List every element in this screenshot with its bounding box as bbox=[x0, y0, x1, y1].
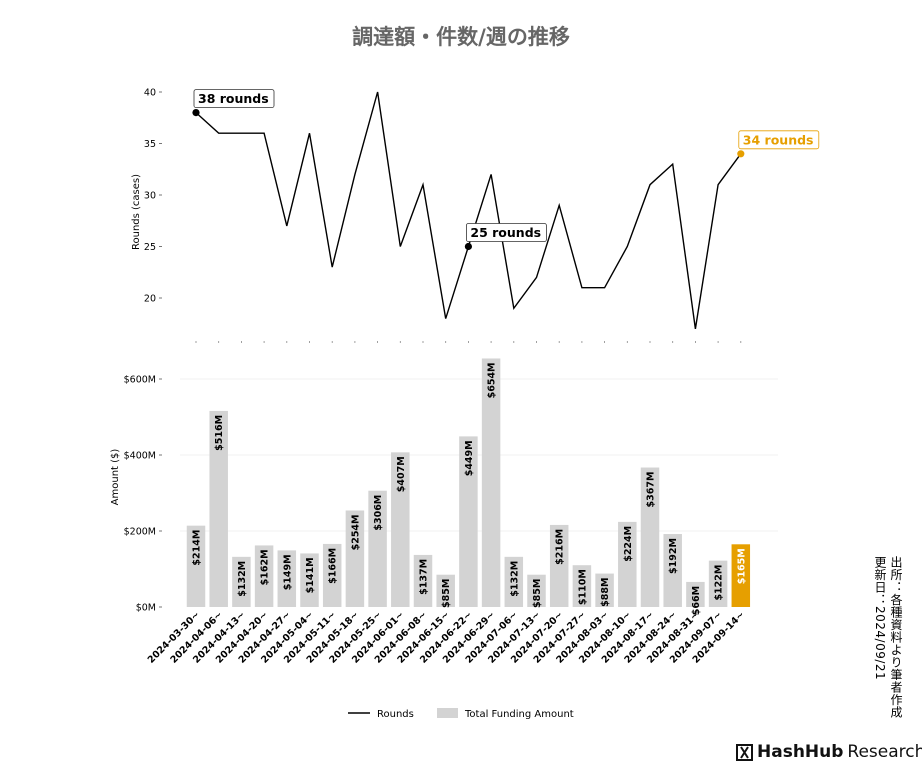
annotation-marker bbox=[464, 242, 472, 251]
funding-bar-panel: Amount ($)$0M$200M$400M$600M$214M2024-03… bbox=[110, 358, 778, 666]
bar-value-label: $214M bbox=[192, 530, 203, 566]
funding-bar bbox=[254, 545, 274, 607]
bar-value-label: $216M bbox=[555, 529, 566, 565]
funding-bar bbox=[504, 556, 524, 607]
bar-value-label: $85M bbox=[532, 579, 543, 608]
line-y-tick-label: 35 bbox=[144, 139, 156, 150]
funding-bar bbox=[663, 534, 682, 607]
bar-value-label: $141M bbox=[305, 557, 316, 593]
bar-value-label: $88M bbox=[600, 578, 611, 607]
line-y-tick-label: 30 bbox=[144, 191, 156, 202]
hashhub-logo: HashHub Research bbox=[736, 742, 922, 762]
funding-bar bbox=[232, 556, 251, 607]
funding-bar bbox=[459, 436, 478, 607]
rounds-series-line bbox=[195, 91, 742, 330]
funding-bar bbox=[595, 573, 614, 607]
bar-y-tick-label: $600M bbox=[124, 375, 156, 386]
legend: Rounds Total Funding Amount bbox=[348, 708, 574, 720]
bar-value-label: $85M bbox=[441, 579, 452, 608]
annotation-callout: 38 rounds bbox=[193, 89, 275, 108]
bar-value-label: $407M bbox=[396, 456, 407, 492]
funding-bar bbox=[481, 358, 501, 607]
funding-bar bbox=[322, 543, 342, 607]
hashhub-logo-icon bbox=[736, 743, 753, 761]
bar-y-axis-label: Amount ($) bbox=[110, 449, 121, 506]
updated-text: 更新日：2024/09/21 bbox=[873, 556, 887, 681]
annotation-callout: 34 rounds bbox=[738, 130, 820, 150]
funding-bar bbox=[549, 524, 569, 607]
line-y-tick-label: 40 bbox=[144, 88, 156, 99]
funding-bar bbox=[708, 560, 728, 607]
funding-bar bbox=[391, 452, 410, 607]
funding-bar bbox=[731, 544, 751, 607]
funding-bar bbox=[686, 581, 705, 607]
annotation-marker bbox=[737, 150, 745, 158]
bar-value-label: $192M bbox=[668, 538, 679, 574]
funding-bar bbox=[640, 467, 660, 607]
bar-value-label: $122M bbox=[714, 565, 725, 601]
annotation-box bbox=[738, 130, 820, 150]
logo-brand: HashHub bbox=[757, 742, 844, 762]
bar-value-label: $166M bbox=[328, 548, 339, 584]
bar-value-label: $162M bbox=[260, 549, 271, 585]
bar-value-label: $132M bbox=[509, 561, 520, 597]
annotation-marker bbox=[192, 109, 200, 117]
funding-bar bbox=[300, 553, 319, 607]
chart-title: 調達額・件数/週の推移 bbox=[352, 24, 570, 49]
legend-funding-swatch bbox=[437, 708, 458, 718]
annotation-label: 34 rounds bbox=[743, 132, 814, 147]
annotation-box bbox=[465, 223, 547, 242]
logo-suffix: Research bbox=[847, 742, 922, 762]
annotation-callout: 25 rounds bbox=[465, 223, 547, 242]
bar-value-label: $449M bbox=[464, 440, 475, 476]
bar-y-tick-label: $200M bbox=[124, 527, 156, 538]
legend-funding-label: Total Funding Amount bbox=[464, 709, 574, 720]
bar-value-label: $306M bbox=[373, 495, 384, 531]
line-y-tick-label: 20 bbox=[144, 294, 156, 305]
bar-value-label: $224M bbox=[623, 526, 634, 562]
bar-y-tick-label: $400M bbox=[124, 451, 156, 462]
funding-bar bbox=[209, 410, 228, 607]
line-y-axis-label: Rounds (cases) bbox=[131, 174, 142, 250]
bar-value-label: $149M bbox=[282, 554, 293, 590]
bar-value-label: $654M bbox=[487, 362, 498, 398]
bar-value-label: $367M bbox=[646, 472, 657, 508]
bar-value-label: $137M bbox=[419, 559, 430, 595]
legend-rounds-label: Rounds bbox=[377, 709, 414, 720]
annotation-box bbox=[193, 89, 275, 108]
bar-value-label: $516M bbox=[214, 415, 225, 451]
funding-bar bbox=[618, 521, 637, 607]
funding-bar bbox=[277, 550, 297, 607]
source-credit: 出所：各種資料より筆者作成 更新日：2024/09/21 bbox=[872, 556, 904, 719]
funding-bar bbox=[572, 565, 592, 607]
source-text: 出所：各種資料より筆者作成 bbox=[889, 556, 903, 719]
bar-value-label: $66M bbox=[691, 586, 702, 615]
annotation-label: 25 rounds bbox=[470, 225, 541, 240]
funding-bar bbox=[436, 574, 455, 607]
line-y-tick-label: 25 bbox=[144, 242, 156, 253]
rounds-line-panel: Rounds (cases) 20 25 30 35 40 38 rounds 25 roun… bbox=[131, 88, 820, 343]
bar-value-label: $165M bbox=[736, 548, 747, 584]
annotation-label: 38 rounds bbox=[198, 91, 269, 106]
funding-bar bbox=[345, 510, 365, 607]
bar-y-tick-label: $0M bbox=[136, 603, 156, 614]
bar-value-label: $132M bbox=[237, 561, 248, 597]
funding-bar bbox=[368, 490, 387, 607]
funding-bar bbox=[527, 574, 546, 607]
funding-bar bbox=[413, 554, 433, 607]
funding-bar bbox=[186, 525, 206, 607]
bar-value-label: $110M bbox=[577, 569, 588, 605]
bar-value-label: $254M bbox=[350, 514, 361, 550]
